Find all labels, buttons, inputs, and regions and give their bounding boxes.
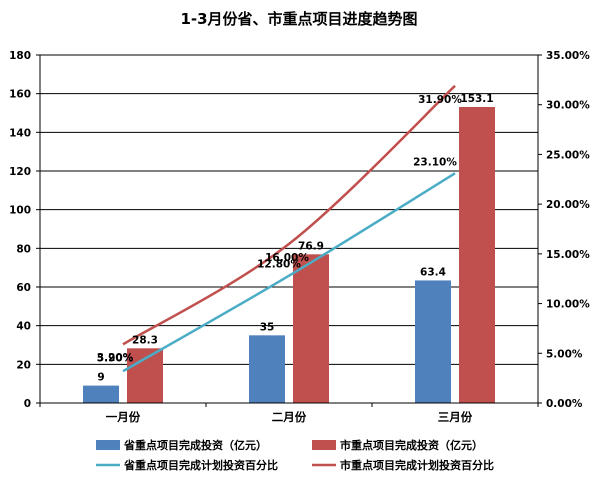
- bar-layer: [83, 107, 495, 404]
- left-tick-label: 160: [9, 89, 31, 101]
- legend-label: 省重点项目完成计划投资百分比: [123, 458, 278, 472]
- axis-layer: 0 20 40 60 80 100 120 140 160 180 0.00% 5.00% 10.00%…: [9, 50, 590, 424]
- line-value-label: 5.90%: [97, 352, 134, 364]
- chart-title: 1-3月份省、市重点项目进度趋势图: [180, 10, 417, 28]
- label-layer: 9 35 63.4 28.3 76.9 153.1 3.20% 12.80% 23.10% 5.9…: [97, 93, 494, 384]
- line-value-label: 3.20%: [97, 352, 134, 364]
- right-tick-label: 5.00%: [546, 348, 583, 360]
- left-tick-label: 80: [16, 243, 31, 255]
- series-line: [122, 172, 456, 373]
- right-tick-label: 30.00%: [546, 100, 590, 112]
- right-tick-label: 10.00%: [546, 299, 590, 311]
- right-tick-label: 0.00%: [546, 398, 583, 410]
- line-layer: [122, 84, 456, 373]
- bar: [249, 335, 285, 403]
- legend-label: 省重点项目完成投资（亿元）: [123, 438, 267, 452]
- left-tick-label: 40: [16, 321, 31, 333]
- line-value-label: 12.80%: [257, 259, 301, 271]
- left-tick-label: 20: [16, 359, 31, 371]
- right-tick-label: 25.00%: [546, 149, 590, 161]
- left-tick-label: 120: [9, 166, 31, 178]
- right-tick-label: 15.00%: [546, 249, 590, 261]
- legend-label: 市重点项目完成计划投资百分比: [340, 458, 494, 472]
- bar: [293, 254, 329, 403]
- legend-swatch: [96, 440, 120, 450]
- bar-value-label: 35: [260, 321, 275, 333]
- right-tick-label: 20.00%: [546, 199, 590, 211]
- legend: 省重点项目完成投资（亿元） 市重点项目完成投资（亿元） 省重点项目完成计划投资百分比…: [96, 438, 494, 472]
- legend-swatch: [312, 440, 336, 450]
- line-value-label: 31.90%: [418, 94, 462, 106]
- bar: [459, 107, 495, 404]
- bar: [415, 280, 451, 403]
- left-tick-label: 140: [9, 127, 31, 139]
- grid-layer: [40, 54, 538, 365]
- bar: [83, 385, 119, 403]
- left-tick-label: 180: [9, 50, 31, 62]
- x-tick-label: 一月份: [106, 410, 141, 424]
- series-line: [122, 84, 456, 346]
- x-tick-label: 三月份: [438, 410, 473, 424]
- x-tick-label: 二月份: [272, 410, 307, 424]
- right-tick-label: 35.00%: [546, 50, 590, 62]
- left-tick-label: 60: [16, 282, 31, 294]
- line-value-label: 16.00%: [265, 252, 309, 264]
- bar-value-label: 76.9: [298, 240, 324, 252]
- bar-value-label: 9: [97, 372, 104, 384]
- bar-value-label: 153.1: [460, 93, 493, 105]
- left-tick-label: 0: [24, 398, 31, 410]
- bar-value-label: 28.3: [132, 334, 158, 346]
- legend-label: 市重点项目完成投资（亿元）: [340, 438, 483, 452]
- left-tick-label: 100: [9, 205, 31, 217]
- bar-value-label: 63.4: [420, 266, 446, 278]
- line-value-label: 23.10%: [413, 156, 457, 168]
